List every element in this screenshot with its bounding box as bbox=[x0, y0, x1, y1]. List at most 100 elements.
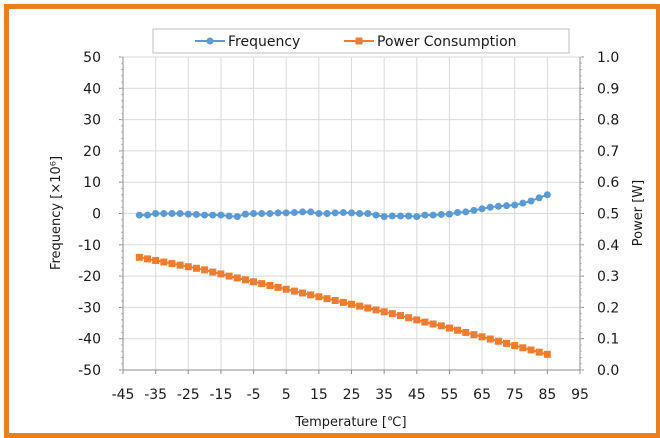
frequency-point bbox=[274, 209, 282, 217]
y2-tick-label: 0.9 bbox=[597, 81, 619, 97]
frequency-point bbox=[445, 210, 453, 218]
power-consumption-point bbox=[535, 348, 543, 356]
power-consumption-point bbox=[233, 274, 241, 282]
power-consumption-point bbox=[511, 342, 519, 350]
power-consumption-point bbox=[462, 328, 470, 336]
y-axis-title: Frequency [×10⁶] bbox=[49, 156, 64, 270]
frequency-point bbox=[201, 211, 209, 219]
frequency-point bbox=[511, 201, 519, 209]
frequency-point bbox=[184, 210, 192, 218]
power-consumption-point bbox=[315, 293, 323, 301]
y2-tick-label: 0.1 bbox=[597, 332, 619, 348]
frequency-point bbox=[339, 209, 347, 217]
frequency-point bbox=[405, 212, 413, 220]
y-tick-label: -50 bbox=[78, 363, 101, 379]
power-consumption-point bbox=[250, 278, 258, 286]
power-consumption-point bbox=[396, 312, 404, 320]
y-tick-label: 30 bbox=[83, 113, 101, 129]
frequency-point bbox=[225, 212, 233, 220]
frequency-point bbox=[217, 211, 225, 219]
power-consumption-point bbox=[168, 260, 176, 268]
frequency-point bbox=[421, 211, 429, 219]
x-tick-label: 85 bbox=[538, 387, 556, 403]
power-consumption-point bbox=[299, 289, 307, 297]
power-consumption-point bbox=[470, 331, 478, 339]
frequency-point bbox=[396, 212, 404, 220]
power-consumption-point bbox=[494, 337, 502, 345]
power-consumption-point bbox=[372, 306, 380, 314]
frequency-point bbox=[160, 210, 168, 217]
frequency-point bbox=[413, 213, 421, 221]
power-consumption-point bbox=[160, 258, 168, 266]
x-tick-label: -25 bbox=[177, 387, 200, 403]
frequency-point bbox=[348, 209, 355, 217]
axes bbox=[119, 56, 584, 374]
legend-frequency-label: Frequency bbox=[228, 34, 300, 50]
power-consumption-point bbox=[519, 344, 527, 352]
y-tick-label: -20 bbox=[78, 269, 101, 285]
frequency-point bbox=[519, 199, 527, 207]
y2-tick-label: 0.7 bbox=[597, 144, 619, 160]
legend: Frequency Power Consumption bbox=[152, 28, 570, 54]
frequency-point bbox=[192, 210, 200, 218]
power-consumption-point bbox=[348, 300, 355, 308]
frequency-point bbox=[282, 209, 290, 217]
power-consumption-point bbox=[445, 324, 453, 332]
y2-axis-title: Power [W] bbox=[631, 180, 646, 246]
frequency-point bbox=[135, 211, 143, 219]
power-consumption-point bbox=[388, 310, 396, 318]
frequency-point bbox=[380, 213, 388, 221]
x-tick-label: 15 bbox=[310, 387, 328, 403]
y2-tick-label: 0.8 bbox=[597, 113, 619, 129]
frequency-point bbox=[454, 209, 462, 217]
frequency-point bbox=[323, 210, 331, 217]
power-consumption-point bbox=[437, 322, 445, 330]
y2-tick-label: 1.0 bbox=[597, 50, 619, 66]
frequency-point bbox=[462, 208, 470, 216]
power-consumption-point bbox=[454, 326, 462, 334]
frequency-point bbox=[299, 208, 307, 216]
frequency-point bbox=[437, 210, 445, 218]
x-tick-label: -45 bbox=[112, 387, 135, 403]
frequency-point bbox=[168, 210, 176, 217]
power-consumption-point bbox=[323, 295, 331, 303]
frequency-point bbox=[152, 210, 160, 217]
frequency-point bbox=[250, 210, 258, 217]
power-consumption-point bbox=[331, 297, 339, 305]
power-consumption-point bbox=[184, 263, 192, 271]
legend-power-label: Power Consumption bbox=[377, 34, 517, 50]
frequency-point bbox=[494, 202, 502, 210]
power-consumption-point bbox=[290, 287, 298, 295]
frequency-point bbox=[356, 210, 364, 217]
power-consumption-point bbox=[356, 302, 364, 310]
x-tick-label: 65 bbox=[473, 387, 491, 403]
power-consumption-point bbox=[258, 280, 266, 288]
power-consumption-point bbox=[307, 291, 315, 299]
frequency-point bbox=[478, 205, 486, 213]
frequency-point bbox=[241, 210, 249, 218]
frequency-point bbox=[372, 211, 380, 219]
power-consumption-point bbox=[135, 253, 143, 261]
x-tick-label: 25 bbox=[343, 387, 361, 403]
y-tick-label: 50 bbox=[83, 50, 101, 66]
power-consumption-point bbox=[527, 346, 535, 354]
power-consumption-point bbox=[429, 320, 437, 328]
power-consumption-point bbox=[152, 256, 160, 264]
power-consumption-point bbox=[503, 339, 511, 347]
frequency-point bbox=[209, 211, 217, 219]
x-tick-label: 35 bbox=[375, 387, 393, 403]
power-consumption-point bbox=[380, 308, 388, 316]
frequency-point bbox=[470, 206, 478, 214]
y2-tick-label: 0.3 bbox=[597, 269, 619, 285]
x-tick-label: 95 bbox=[571, 387, 589, 403]
x-tick-label: -15 bbox=[209, 387, 232, 403]
power-consumption-point bbox=[486, 335, 494, 343]
power-consumption-point bbox=[282, 285, 290, 293]
frequency-point bbox=[429, 211, 437, 219]
y-tick-label: -30 bbox=[78, 300, 101, 316]
x-tick-label: -35 bbox=[144, 387, 167, 403]
power-consumption-point bbox=[241, 276, 249, 284]
power-consumption-point bbox=[543, 350, 551, 358]
power-consumption-point bbox=[209, 268, 217, 276]
